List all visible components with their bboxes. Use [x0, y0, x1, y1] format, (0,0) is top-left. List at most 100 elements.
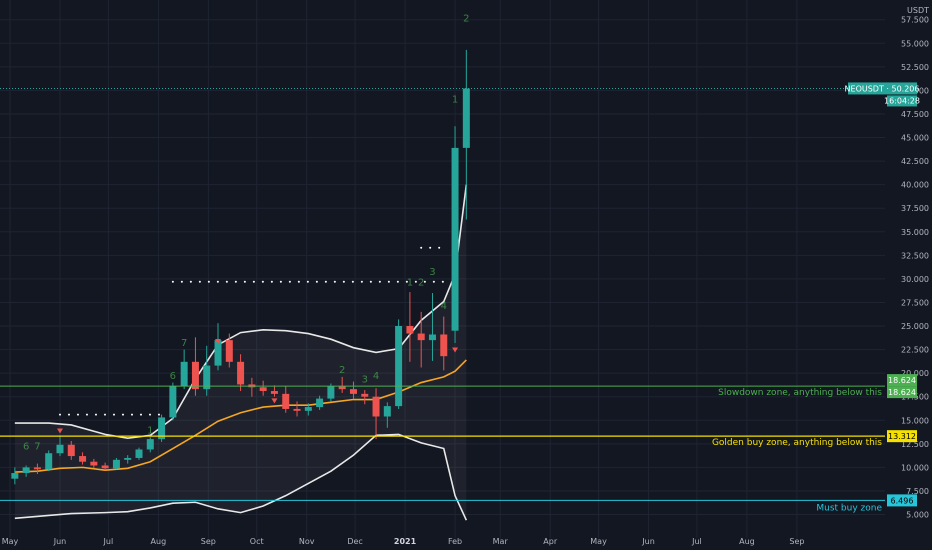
resistance-dot: [333, 280, 336, 283]
td-count-label: 7: [181, 338, 187, 349]
time-tick-label: Jul: [691, 537, 702, 546]
price-tick-label: 40.000: [901, 181, 929, 190]
candle-body: [22, 467, 30, 474]
candle-body: [395, 326, 403, 407]
resistance-dot: [207, 280, 210, 283]
price-tick-label: 47.500: [901, 110, 929, 119]
price-tick-label: 32.500: [901, 251, 929, 260]
golden-price-tag: 13.312: [888, 432, 916, 441]
candle-body: [417, 333, 425, 341]
td-count-label: 2: [463, 14, 469, 25]
slowdown-zone-text: Slowdown zone, anything below this: [718, 388, 882, 398]
slowdown-price-tag-2: 18.624: [888, 388, 916, 397]
slowdown-price-tag: 18.624: [888, 376, 916, 385]
price-tick-label: 45.000: [901, 134, 929, 143]
price-tick-label: 15.000: [901, 416, 929, 425]
candle-body: [169, 386, 177, 418]
price-tick-label: 35.000: [901, 228, 929, 237]
td-count-label: 2: [418, 277, 424, 288]
time-tick-label: Dec: [347, 537, 362, 546]
must-price-tag: 6.496: [891, 496, 914, 505]
time-tick-label: Jul: [103, 537, 114, 546]
time-axis[interactable]: May Jun Jul Aug Sep Oct Nov Dec 2021 Feb Mar Apr May…: [2, 537, 805, 546]
td-count-label: 6: [170, 371, 176, 382]
candle-body: [79, 456, 87, 462]
must-price-tag-bg: [887, 494, 917, 507]
resistance-dot: [189, 280, 192, 283]
candle-body: [293, 408, 301, 411]
resistance-dot: [396, 280, 399, 283]
time-tick-label: May: [590, 537, 607, 546]
candle-body: [56, 444, 64, 454]
countdown-bg: [887, 95, 917, 107]
candle-body: [135, 449, 143, 458]
sell-arrow: [215, 338, 222, 344]
resistance-dot: [378, 280, 381, 283]
resistance-dot: [58, 413, 61, 416]
resistance-dot: [414, 280, 417, 283]
candle-body: [158, 417, 166, 440]
time-tick-label: Sep: [201, 537, 216, 546]
resistance-dot: [139, 413, 142, 416]
time-tick-label: May: [2, 537, 19, 546]
price-tick-label: 7.500: [906, 487, 929, 496]
candle-body: [383, 406, 391, 417]
resistance-dot: [315, 280, 318, 283]
candle-body: [361, 393, 369, 397]
candle-body: [316, 398, 324, 408]
resistance-dot: [85, 413, 88, 416]
resistance-dot: [369, 280, 372, 283]
resistance-dot: [387, 280, 390, 283]
td-count-label: 1: [407, 277, 413, 288]
resistance-dot: [360, 280, 363, 283]
resistance-dot: [252, 280, 255, 283]
resistance-dot: [67, 413, 70, 416]
price-tick-label: 20.000: [901, 369, 929, 378]
resistance-dot: [420, 246, 423, 249]
candle-body: [146, 439, 154, 450]
candle-body: [259, 387, 267, 392]
price-tick-label: 5.000: [906, 511, 929, 520]
resistance-dot: [94, 413, 97, 416]
candle-body: [349, 389, 357, 394]
resistance-dot: [432, 280, 435, 283]
resistance-dot: [76, 413, 79, 416]
candle-body: [327, 386, 335, 399]
resistance-dot: [130, 413, 133, 416]
candle-body: [214, 340, 222, 366]
resistance-dot: [423, 280, 426, 283]
candle-body: [428, 334, 436, 341]
td-count-label: 4: [373, 371, 379, 382]
candle-body: [101, 465, 109, 469]
price-tick-label: 55.000: [901, 39, 929, 48]
time-tick-label: Sep: [789, 537, 804, 546]
slowdown-price-tag-bg: [887, 374, 917, 387]
price-tick-label: 27.500: [901, 298, 929, 307]
candle-body: [440, 334, 448, 357]
resistance-dot: [148, 413, 151, 416]
resistance-dot: [171, 280, 174, 283]
candle-body: [45, 453, 53, 470]
candle-body: [67, 444, 75, 457]
resistance-dot: [103, 413, 106, 416]
resistance-dot: [405, 280, 408, 283]
resistance-dot: [157, 413, 160, 416]
symbol-price-tag-bg: [848, 82, 917, 95]
price-tick-label: 37.500: [901, 204, 929, 213]
resistance-dot: [261, 280, 264, 283]
resistance-dot: [270, 280, 273, 283]
golden-price-tag-bg: [887, 430, 917, 443]
candle-body: [33, 467, 41, 470]
resistance-dot: [225, 280, 228, 283]
candle-body: [225, 340, 233, 362]
price-overlay: NEOUSDT · 50.206 16:04:28: [0, 82, 920, 107]
candle-body: [90, 461, 98, 466]
resistance-dot: [112, 413, 115, 416]
td-count-label: 1: [452, 95, 458, 106]
ema-line: [14, 359, 467, 473]
ema-path: [14, 359, 467, 473]
price-tick-label: 25.000: [901, 322, 929, 331]
symbol-price-tag: NEOUSDT · 50.206: [845, 84, 920, 93]
